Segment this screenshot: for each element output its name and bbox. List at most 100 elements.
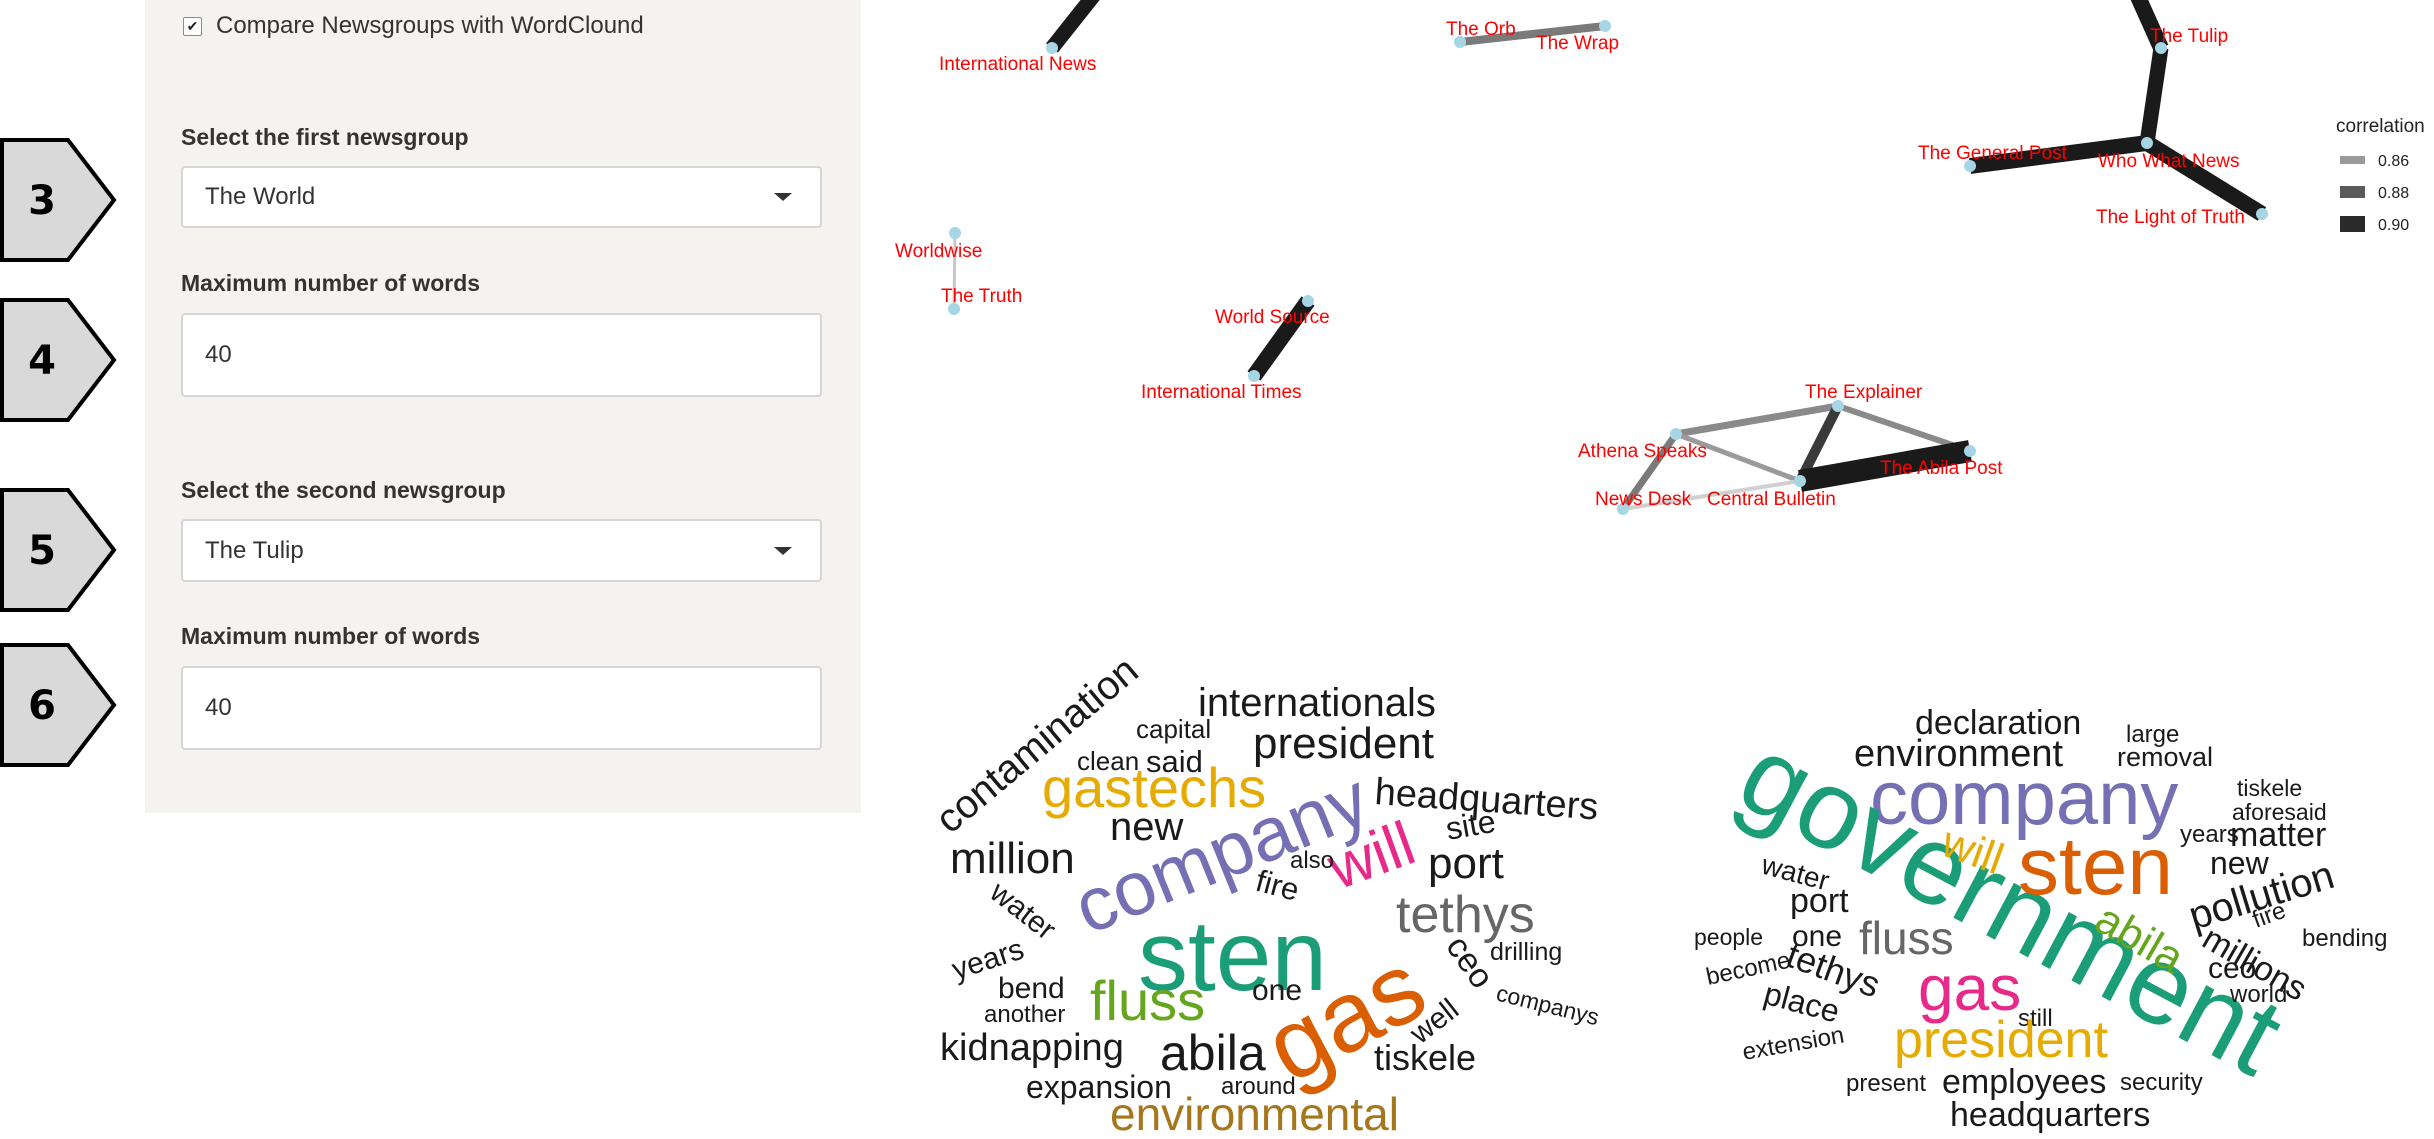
cloud-word: tiskele (1374, 1037, 1476, 1078)
wordcloud-first-newsgroup: contamination internationals capital cle… (928, 648, 1602, 1139)
cloud-word: declaration (1915, 704, 2081, 742)
chevron-down-icon (774, 546, 792, 555)
cloud-word: employees (1942, 1063, 2106, 1101)
cloud-word: matter (2230, 816, 2326, 854)
first-newsgroup-select[interactable]: The World (181, 166, 822, 228)
network-edge (1622, 479, 1801, 511)
node-label-central-bulletin: Central Bulletin (1707, 489, 1836, 510)
cloud-word: fluss (1090, 969, 1205, 1032)
network-node (2256, 208, 2268, 220)
cloud-word: million (950, 834, 1075, 883)
network-node (1454, 36, 1466, 48)
cloud-word: another (984, 1001, 1065, 1028)
node-label-the-wrap: The Wrap (1536, 33, 1619, 54)
legend-title: correlation (2336, 116, 2425, 137)
network-edge (1620, 431, 1679, 512)
cloud-word: companys (1494, 980, 1602, 1031)
network-edge (1046, 0, 1100, 53)
cloud-word: capital (1136, 714, 1211, 744)
network-node (1617, 503, 1629, 515)
node-label-the-abila-post: The Abila Post (1880, 458, 2003, 479)
network-node (1599, 20, 1611, 32)
cloud-word: also (1290, 847, 1334, 874)
first-newsgroup-label: Select the first newsgroup (181, 124, 469, 150)
first-max-words-input[interactable]: 40 (181, 313, 822, 397)
cloud-word: new (2210, 845, 2270, 881)
node-label-worldwise: Worldwise (895, 241, 982, 262)
network-node (1046, 42, 1058, 54)
network-edge (2142, 136, 2267, 221)
cloud-word: company (1870, 756, 2178, 841)
cloud-word: sten (1138, 900, 1327, 1012)
legend-value: 0.88 (2378, 185, 2409, 202)
cloud-word: world (2229, 981, 2287, 1008)
cloud-word: president (1253, 719, 1434, 768)
compare-wordcloud-label: Compare Newsgroups with WordClound (216, 12, 644, 39)
node-label-international-times: International Times (1141, 382, 1302, 403)
network-edge (1247, 296, 1315, 381)
second-max-words-value: 40 (205, 694, 232, 721)
second-newsgroup-select[interactable]: The Tulip (181, 519, 822, 582)
callout-arrow-4: 4 (0, 298, 120, 422)
network-node (2141, 137, 2153, 149)
cloud-word: gastechs (1042, 756, 1266, 819)
cloud-word: tiskele (2237, 775, 2302, 801)
second-newsgroup-value: The Tulip (205, 536, 304, 564)
second-newsgroup-label: Select the second newsgroup (181, 477, 506, 503)
compare-wordcloud-checkbox-row[interactable]: ✔ Compare Newsgroups with WordClound (183, 12, 644, 40)
cloud-word: headquarters (1950, 1096, 2150, 1134)
callout-number: 4 (28, 338, 56, 384)
network-edge (2130, 0, 2169, 52)
cloud-word: internationals (1198, 681, 1436, 725)
node-label-who-what-news: Who What News (2098, 151, 2239, 172)
cloud-word: environmental (1110, 1088, 1399, 1139)
cloud-word: aforesaid (2232, 799, 2327, 825)
cloud-word: kidnapping (940, 1027, 1124, 1069)
network-node (1832, 400, 1844, 412)
callout-arrow-3: 3 (0, 138, 120, 262)
callout-number: 3 (28, 178, 56, 224)
cloud-word: site (1443, 803, 1498, 847)
network-node (1670, 428, 1682, 440)
cloud-word: tethys (1396, 886, 1535, 944)
cloud-word: around (1221, 1073, 1296, 1100)
cloud-word: president (1894, 1011, 2108, 1069)
node-label-news-desk: News Desk (1595, 489, 1692, 510)
cloud-word: security (2120, 1069, 2203, 1096)
cloud-word: one (1252, 974, 1302, 1007)
legend-value: 0.90 (2378, 217, 2409, 234)
cloud-word: removal (2117, 742, 2213, 772)
sidebar-panel: ✔ Compare Newsgroups with WordClound Sel… (145, 0, 861, 813)
cloud-word: years (2180, 821, 2239, 848)
cloud-word: gas (1918, 952, 2021, 1024)
cloud-word: still (2018, 1005, 2053, 1032)
network-node (1794, 475, 1806, 487)
network-node (2155, 42, 2167, 54)
cloud-word: clean (1077, 746, 1139, 776)
network-node (1964, 160, 1976, 172)
cloud-word: people (1694, 924, 1763, 950)
check-icon: ✔ (186, 18, 199, 34)
cloud-word: present (1846, 1070, 1926, 1097)
second-max-words-input[interactable]: 40 (181, 666, 822, 750)
cloud-word: new (1110, 805, 1183, 849)
node-label-the-light-of-truth: The Light of Truth (2096, 207, 2245, 228)
cloud-word: expansion (1026, 1069, 1172, 1105)
cloud-word: water (983, 875, 1062, 947)
compare-wordcloud-checkbox[interactable]: ✔ (183, 16, 202, 36)
callout-number: 6 (28, 683, 56, 729)
cloud-word: ceo (2208, 952, 2256, 985)
cloud-word: bending (2302, 925, 2387, 952)
cloud-word: large (2126, 721, 2179, 748)
cloud-word: fluss (1859, 912, 1954, 964)
network-edge (1675, 402, 1839, 438)
network-edge (1459, 22, 1606, 46)
callout-arrow-6: 6 (0, 643, 120, 767)
first-max-words-label: Maximum number of words (181, 270, 481, 296)
network-node (1964, 445, 1976, 457)
node-label-the-truth: The Truth (941, 286, 1022, 307)
callout-number: 5 (28, 528, 56, 574)
node-label-international-news: International News (939, 54, 1096, 75)
cloud-word: environment (1854, 733, 2064, 775)
node-label-the-general-post: The General Post (1918, 143, 2068, 164)
